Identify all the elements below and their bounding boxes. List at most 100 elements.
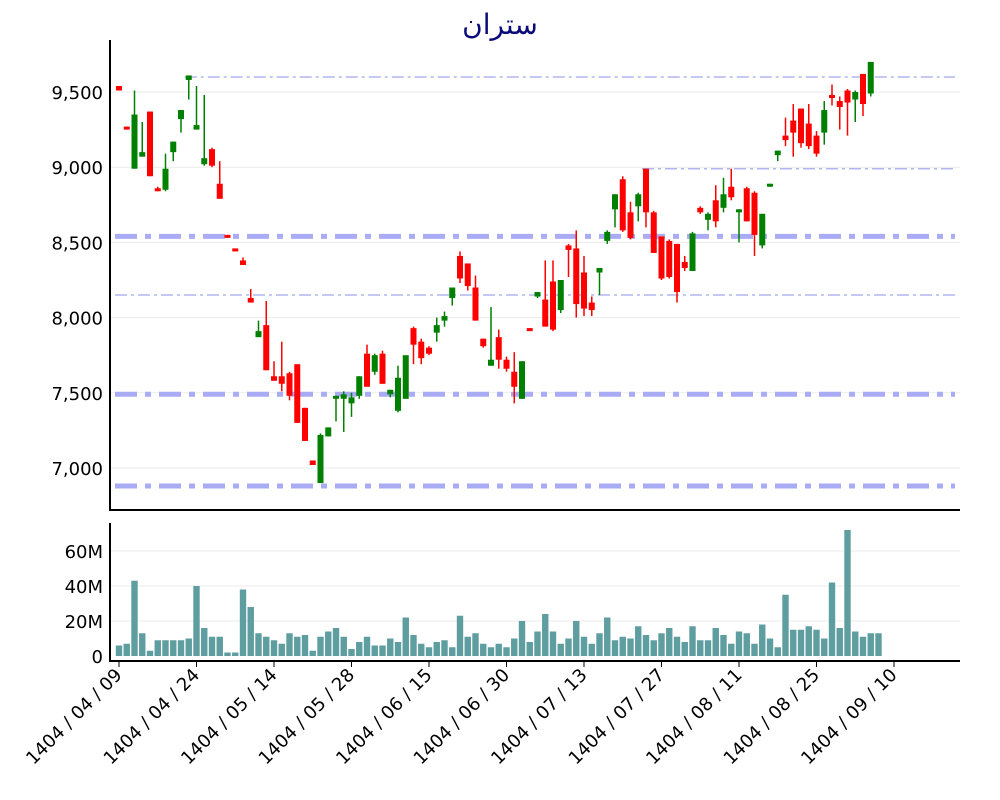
volume-bar xyxy=(425,647,433,656)
candle-up xyxy=(449,287,456,306)
candle-up xyxy=(720,177,727,213)
volume-bar xyxy=(449,647,456,656)
volume-bar xyxy=(433,642,440,656)
candle-down xyxy=(286,371,293,401)
candle-up xyxy=(185,75,192,100)
volume-bar xyxy=(294,636,301,656)
candle-up xyxy=(402,355,409,399)
volume-bar xyxy=(154,640,161,656)
volume-bar xyxy=(139,633,146,656)
volume-bar xyxy=(309,650,316,656)
volume-bar xyxy=(549,631,557,656)
volume-bar xyxy=(224,652,231,656)
volume-bar xyxy=(735,631,743,656)
candle-up xyxy=(767,183,773,187)
candle-up xyxy=(612,194,618,228)
volume-bar xyxy=(859,636,867,656)
candle-up xyxy=(356,376,363,399)
volume-bar xyxy=(805,626,812,656)
candle-up xyxy=(519,361,525,399)
volume-bar xyxy=(131,580,138,656)
candle-down xyxy=(751,191,758,256)
volume-tick-label: 40M xyxy=(65,577,103,598)
volume-bar xyxy=(852,631,859,656)
candle-down xyxy=(271,361,277,381)
candle-up xyxy=(395,365,401,413)
volume-bar xyxy=(170,640,177,656)
volume-tick-label: 0 xyxy=(92,647,103,668)
candle-down xyxy=(798,108,804,148)
volume-bar xyxy=(216,636,223,656)
candle-down xyxy=(860,73,866,117)
volume-bar xyxy=(766,638,774,656)
volume-bar xyxy=(658,633,665,656)
candle-up xyxy=(736,209,742,243)
candle-down xyxy=(216,161,223,199)
candle-down xyxy=(836,96,843,130)
volume-bar xyxy=(828,582,836,656)
volume-bar xyxy=(611,640,619,656)
volume-bar xyxy=(487,647,495,656)
candle-down xyxy=(573,230,580,318)
candle-down xyxy=(790,104,797,157)
candle-down xyxy=(743,186,750,222)
volume-bar xyxy=(666,628,673,656)
volume-bar xyxy=(263,636,270,656)
candle-down xyxy=(844,88,851,136)
candle-down xyxy=(681,255,688,271)
candle-down xyxy=(674,243,680,303)
candle-down xyxy=(782,117,789,147)
volume-bar xyxy=(712,628,719,656)
candle-up xyxy=(557,280,564,314)
volume-bar xyxy=(604,617,611,656)
volume-bar xyxy=(642,635,650,656)
price-gridlines xyxy=(110,91,960,469)
candle-down xyxy=(116,85,122,91)
candle-up xyxy=(178,110,184,133)
candle-up xyxy=(705,212,711,231)
candle-up xyxy=(139,122,146,157)
volume-bar xyxy=(580,636,588,656)
volume-bar xyxy=(557,643,564,656)
volume-bar xyxy=(115,645,123,656)
candle-down xyxy=(643,168,649,228)
volume-bar xyxy=(774,647,781,656)
candle-down xyxy=(619,176,626,232)
volume-bar xyxy=(177,640,185,656)
candle-down xyxy=(565,243,572,277)
volume-bar xyxy=(867,633,874,656)
volume-bar xyxy=(162,640,169,656)
volume-bar xyxy=(456,615,464,656)
volume-bar xyxy=(565,638,572,656)
candle-down xyxy=(294,364,301,423)
candle-up xyxy=(170,141,177,162)
candle-down xyxy=(666,239,673,279)
volume-bar xyxy=(619,636,626,656)
volume-bar xyxy=(208,636,216,656)
price-tick-label: 7,000 xyxy=(51,459,103,480)
price-tick-label: 8,500 xyxy=(51,233,103,254)
candle-down xyxy=(224,234,231,238)
volume-bar xyxy=(480,643,487,656)
candle-up xyxy=(596,267,603,296)
volume-bar xyxy=(387,638,394,656)
volume-bar xyxy=(704,640,712,656)
candle-down xyxy=(542,260,549,327)
candle-up xyxy=(534,292,541,299)
candle-up xyxy=(255,320,262,338)
chart-title: ستران xyxy=(462,8,538,41)
volume-bar xyxy=(588,643,595,656)
volume-bar xyxy=(821,638,828,656)
volume-bar xyxy=(402,617,409,656)
candle-up xyxy=(162,153,169,192)
candle-down xyxy=(209,147,215,168)
volume-bar xyxy=(247,607,254,656)
candle-down xyxy=(472,275,479,321)
volume-bar xyxy=(146,650,154,656)
candle-down xyxy=(426,346,432,356)
candle-up xyxy=(689,231,696,271)
candle-up xyxy=(852,90,859,123)
volume-bar xyxy=(340,636,347,656)
volume-bar xyxy=(627,638,634,656)
